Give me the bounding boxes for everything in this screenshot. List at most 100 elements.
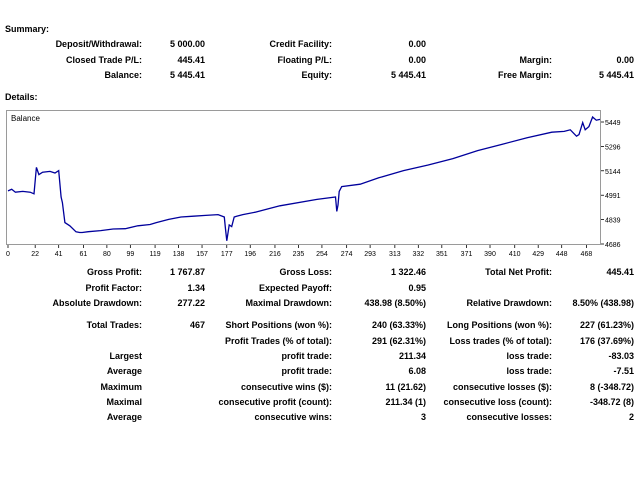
balance-value: 5 445.41	[169, 70, 205, 80]
stat-r6-c3-value: -83.03	[608, 351, 634, 361]
stat-r6-c2-value: 211.34	[398, 351, 426, 361]
stat-r4-c2-value: 240 (63.33%)	[371, 320, 426, 330]
chart-title: Balance	[11, 114, 40, 123]
credit-facility-label: Credit Facility:	[269, 39, 332, 49]
deposit-label: Deposit/Withdrawal:	[55, 39, 142, 49]
stat-r7-c3-label: loss trade:	[506, 366, 552, 376]
stat-r4-c2-label: Short Positions (won %):	[225, 320, 333, 330]
x-tick-label: 274	[341, 251, 353, 258]
stat-r5-c2-label: Profit Trades (% of total):	[224, 336, 332, 346]
stat-r3-c2-label: Maximal Drawdown:	[245, 298, 332, 308]
y-tick-label: 4839	[605, 218, 621, 225]
x-tick-label: 61	[79, 251, 87, 258]
x-tick-label: 138	[173, 251, 185, 258]
free-margin-label: Free Margin:	[497, 70, 552, 80]
stat-r7-c1-label: Average	[106, 366, 142, 376]
stat-r8-c1-label: Maximum	[100, 382, 142, 392]
equity-label: Equity:	[301, 70, 333, 80]
stat-r1-c2-label: Gross Loss:	[279, 267, 332, 277]
stat-r3-c1-value: 277.22	[177, 298, 205, 308]
stat-r10-c3-label: consecutive losses:	[466, 412, 552, 422]
credit-facility-value: 0.00	[408, 39, 426, 49]
stat-r1-c3-label: Total Net Profit:	[485, 267, 552, 277]
x-tick-label: 351	[436, 251, 448, 258]
stat-r2-c1-label: Profit Factor:	[85, 283, 142, 293]
x-tick-label: 448	[556, 251, 568, 258]
stat-r3-c3-label: Relative Drawdown:	[466, 298, 552, 308]
y-tick-label: 5144	[605, 169, 621, 176]
stat-r8-c2-value: 11 (21.62)	[385, 382, 426, 392]
x-tick-label: 119	[149, 251, 160, 258]
stat-r2-c1-value: 1.34	[187, 283, 205, 293]
stat-r8-c3-label: consecutive losses ($):	[452, 382, 552, 392]
stat-r6-c1-label: Largest	[109, 351, 142, 361]
margin-value: 0.00	[616, 55, 634, 65]
x-tick-label: 80	[103, 251, 111, 258]
x-tick-label: 468	[581, 251, 593, 258]
stat-r4-c1-value: 467	[189, 320, 205, 330]
equity-value: 5 445.41	[390, 70, 426, 80]
closed-trade-pl-value: 445.41	[177, 55, 205, 65]
x-tick-label: 22	[31, 251, 39, 258]
stat-r7-c2-label: profit trade:	[281, 366, 333, 376]
balance-label: Balance:	[104, 70, 142, 80]
stat-r3-c1-label: Absolute Drawdown:	[52, 298, 143, 308]
stat-r8-c2-label: consecutive wins ($):	[240, 382, 332, 392]
x-tick-label: 177	[221, 251, 233, 258]
floating-pl-label: Floating P/L:	[277, 55, 333, 65]
x-tick-label: 99	[126, 251, 134, 258]
stat-r9-c3-value: -348.72 (8)	[589, 397, 634, 407]
stat-r10-c2-value: 3	[420, 412, 426, 422]
stat-r1-c2-value: 1 322.46	[390, 267, 426, 277]
stat-r9-c2-value: 211.34 (1)	[385, 397, 426, 407]
x-tick-label: 313	[389, 251, 401, 258]
stat-r4-c1-label: Total Trades:	[86, 320, 142, 330]
y-tick-label: 5449	[605, 120, 621, 127]
stat-r6-c2-label: profit trade:	[281, 351, 333, 361]
stat-r1-c1-value: 1 767.87	[169, 267, 205, 277]
y-tick-label: 4991	[605, 193, 621, 200]
stat-r5-c3-label: Loss trades (% of total):	[449, 336, 552, 346]
stat-r6-c3-label: loss trade:	[506, 351, 552, 361]
stat-r10-c2-label: consecutive wins:	[254, 412, 332, 422]
x-tick-label: 371	[461, 251, 473, 258]
x-tick-label: 293	[364, 251, 376, 258]
x-tick-label: 332	[412, 251, 424, 258]
stat-r2-c2-value: 0.95	[408, 283, 426, 293]
x-tick-label: 254	[316, 251, 328, 258]
free-margin-value: 5 445.41	[598, 70, 634, 80]
x-tick-label: 0	[6, 251, 10, 258]
stat-r3-c2-value: 438.98 (8.50%)	[364, 298, 426, 308]
y-tick-label: 5296	[605, 144, 621, 151]
stat-r2-c2-label: Expected Payoff:	[258, 283, 332, 293]
x-tick-label: 235	[293, 251, 305, 258]
stat-r10-c1-label: Average	[106, 412, 142, 422]
deposit-value: 5 000.00	[169, 39, 205, 49]
stat-r9-c1-label: Maximal	[106, 397, 142, 407]
floating-pl-value: 0.00	[408, 55, 426, 65]
x-tick-label: 216	[269, 251, 281, 258]
stat-r10-c3-value: 2	[628, 412, 634, 422]
closed-trade-pl-label: Closed Trade P/L:	[65, 55, 142, 65]
stat-r1-c1-label: Gross Profit:	[86, 267, 142, 277]
series-line-0	[7, 115, 601, 241]
x-tick-label: 429	[532, 251, 544, 258]
x-tick-label: 410	[509, 251, 521, 258]
summary-heading: Summary:	[5, 24, 50, 34]
margin-label: Margin:	[519, 55, 553, 65]
x-tick-label: 196	[244, 251, 256, 258]
stat-r5-c2-value: 291 (62.31%)	[371, 336, 426, 346]
balance-chart: Balance	[6, 110, 601, 245]
stat-r7-c2-value: 6.08	[408, 366, 426, 376]
stat-r8-c3-value: 8 (-348.72)	[589, 382, 634, 392]
stat-r7-c3-value: -7.51	[613, 366, 634, 376]
stat-r3-c3-value: 8.50% (438.98)	[572, 298, 634, 308]
x-tick-label: 390	[484, 251, 496, 258]
stat-r9-c2-label: consecutive profit (count):	[218, 397, 332, 407]
stat-r1-c3-value: 445.41	[606, 267, 634, 277]
stat-r4-c3-label: Long Positions (won %):	[447, 320, 552, 330]
stat-r4-c3-value: 227 (61.23%)	[579, 320, 634, 330]
stat-r5-c3-value: 176 (37.69%)	[579, 336, 634, 346]
x-tick-label: 157	[196, 251, 208, 258]
details-heading: Details:	[5, 92, 38, 102]
